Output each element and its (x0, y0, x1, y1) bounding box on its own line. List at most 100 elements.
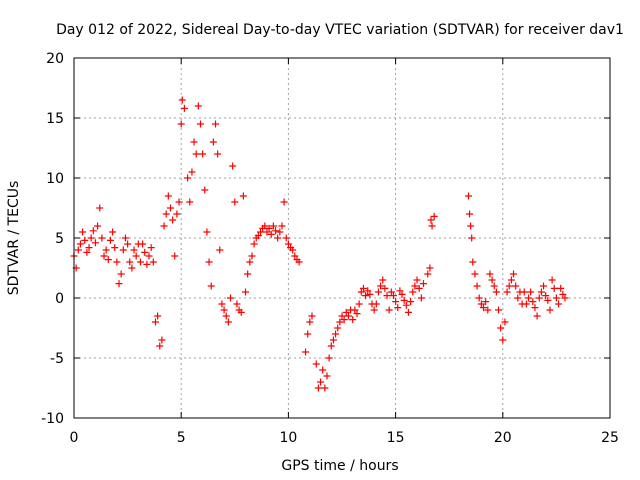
data-point (505, 282, 513, 290)
data-point (102, 246, 110, 254)
y-tick-labels: -10 -5 0 5 10 15 20 (41, 51, 64, 427)
data-point (94, 222, 102, 230)
data-point (212, 120, 220, 128)
data-point (115, 280, 123, 288)
data-point (156, 342, 164, 350)
data-point (175, 198, 183, 206)
x-tick-label: 20 (494, 430, 512, 446)
data-point (237, 308, 245, 316)
data-point (510, 270, 518, 278)
data-point (239, 192, 247, 200)
data-point (128, 264, 136, 272)
data-point (427, 216, 435, 224)
data-point (233, 300, 241, 308)
data-point (383, 292, 391, 300)
data-point (224, 318, 232, 326)
data-point (512, 282, 520, 290)
data-point (186, 198, 194, 206)
data-point (362, 292, 370, 300)
data-point (497, 324, 505, 332)
data-point (357, 288, 365, 296)
data-point (387, 288, 395, 296)
data-point (229, 162, 237, 170)
data-point (83, 248, 91, 256)
data-point (244, 270, 252, 278)
data-point (196, 120, 204, 128)
data-point (495, 306, 503, 314)
data-point (203, 228, 211, 236)
data-point (424, 270, 432, 278)
data-point (308, 312, 316, 320)
data-point (302, 348, 310, 356)
data-point (468, 234, 476, 242)
data-point (473, 282, 481, 290)
data-point (492, 288, 500, 296)
data-point (85, 244, 93, 252)
data-point (527, 288, 535, 296)
data-point (466, 210, 474, 218)
data-point (126, 258, 134, 266)
data-point (269, 222, 277, 230)
data-point (106, 236, 114, 244)
data-point (265, 224, 273, 232)
data-point (321, 384, 329, 392)
data-point (374, 288, 382, 296)
data-point (359, 284, 367, 292)
data-point (323, 372, 331, 380)
data-point (426, 264, 434, 272)
data-point (334, 324, 342, 332)
y-tick-label: -10 (41, 411, 64, 427)
data-point (336, 318, 344, 326)
data-point (557, 284, 565, 292)
x-tick-label: 5 (177, 430, 186, 446)
data-point (295, 258, 303, 266)
data-point (469, 258, 477, 266)
data-point (531, 304, 539, 312)
data-point (188, 168, 196, 176)
data-point (464, 192, 472, 200)
data-point (207, 282, 215, 290)
data-point (171, 252, 179, 260)
data-point (537, 288, 545, 296)
data-point (104, 256, 112, 264)
data-point (242, 288, 250, 296)
y-tick-label: 10 (46, 171, 64, 187)
data-point (404, 308, 412, 316)
data-point (520, 288, 528, 296)
data-point (180, 104, 188, 112)
x-tick-label: 0 (70, 430, 79, 446)
data-point (428, 222, 436, 230)
data-point (552, 294, 560, 302)
data-point (419, 280, 427, 288)
data-point (402, 301, 410, 309)
data-point (190, 138, 198, 146)
data-point (199, 150, 207, 158)
data-point (263, 228, 271, 236)
data-point (329, 336, 337, 344)
data-point (222, 312, 230, 320)
data-point (169, 216, 177, 224)
data-point (325, 354, 333, 362)
data-point (141, 248, 149, 256)
data-point (306, 318, 314, 326)
data-point (486, 270, 494, 278)
x-tick-label: 25 (601, 430, 619, 446)
data-point (216, 246, 224, 254)
data-point (503, 288, 511, 296)
data-point (327, 342, 335, 350)
data-point (533, 312, 541, 320)
data-point (377, 282, 385, 290)
data-point (74, 246, 82, 254)
data-point (385, 306, 393, 314)
data-point (89, 227, 97, 235)
data-point (100, 252, 108, 260)
data-point (119, 246, 127, 254)
data-point (289, 246, 297, 254)
data-point (484, 306, 492, 314)
data-point (276, 228, 284, 236)
data-point (194, 102, 202, 110)
x-tick-labels: 0 5 10 15 20 25 (70, 430, 619, 446)
data-point (540, 282, 548, 290)
data-point (471, 270, 479, 278)
